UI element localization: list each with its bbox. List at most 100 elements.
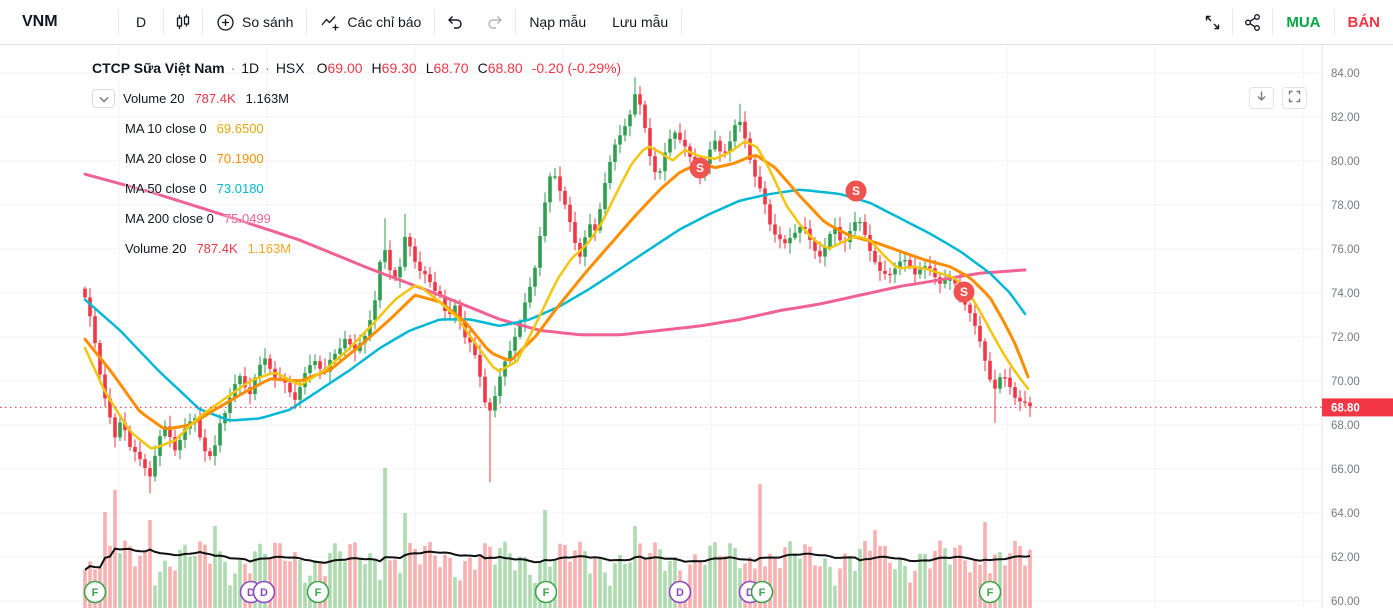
svg-text:84.00: 84.00 [1331, 68, 1360, 80]
ma50-label: MA 50 close 0 [125, 181, 207, 196]
interval-button[interactable]: D [119, 3, 163, 41]
volume2-label: Volume 20 [125, 241, 186, 256]
compare-plus-icon [216, 13, 235, 32]
ma50-legend-row[interactable]: MA 50 close 0 73.0180 [125, 177, 621, 199]
ma10-legend-row[interactable]: MA 10 close 0 69.6500 [125, 117, 621, 139]
ma20-label: MA 20 close 0 [125, 151, 207, 166]
volume2-ma-value: 1.163M [248, 241, 291, 256]
redo-icon [485, 13, 505, 31]
close-value: 68.80 [488, 60, 523, 76]
separator-dot: · [231, 60, 236, 76]
sell-button[interactable]: BÁN [1335, 3, 1393, 41]
top-toolbar: VNM D So sánh Các chỉ bá [0, 0, 1393, 45]
legend-exchange: HSX [276, 60, 305, 76]
ma50-value: 73.0180 [217, 181, 264, 196]
maximize-pane-button[interactable] [1282, 87, 1307, 109]
maximize-icon [1288, 90, 1301, 106]
ma200-legend-row[interactable]: MA 200 close 0 75.0499 [125, 207, 621, 229]
svg-text:82.00: 82.00 [1331, 112, 1360, 124]
svg-text:S: S [852, 184, 860, 198]
redo-button[interactable] [475, 3, 515, 41]
toolbar-divider [681, 9, 682, 35]
indicators-button[interactable]: Các chỉ báo [307, 3, 434, 41]
svg-text:76.00: 76.00 [1331, 244, 1360, 256]
high-value: 69.30 [382, 60, 417, 76]
svg-text:64.00: 64.00 [1331, 508, 1360, 520]
undo-button[interactable] [435, 3, 475, 41]
scroll-to-recent-button[interactable] [1249, 87, 1274, 109]
chart-type-button[interactable] [164, 3, 202, 41]
load-template-button[interactable]: Nạp mẫu [516, 3, 599, 41]
compare-label: So sánh [242, 14, 293, 30]
svg-text:62.00: 62.00 [1331, 552, 1360, 564]
ma10-label: MA 10 close 0 [125, 121, 207, 136]
indicators-icon [320, 13, 340, 32]
svg-text:F: F [987, 587, 994, 599]
symbol-description: CTCP Sữa Việt Nam [92, 60, 225, 76]
event-marker[interactable]: D [670, 582, 691, 603]
ma20-legend-row[interactable]: MA 20 close 0 70.1900 [125, 147, 621, 169]
svg-text:S: S [696, 161, 704, 175]
symbol-button[interactable]: VNM [0, 3, 118, 41]
separator-dot: · [265, 60, 270, 76]
compare-button[interactable]: So sánh [203, 3, 306, 41]
event-marker[interactable]: D [254, 582, 275, 603]
svg-text:S: S [960, 285, 968, 299]
volume-value: 787.4K [194, 91, 235, 106]
chevron-down-icon [99, 91, 109, 106]
last-price-label: 68.80 [1322, 398, 1393, 416]
svg-text:F: F [92, 587, 99, 599]
indicators-label: Các chỉ báo [347, 14, 421, 30]
svg-text:70.00: 70.00 [1331, 376, 1360, 388]
svg-text:F: F [759, 587, 766, 599]
volume-indicator-row[interactable]: Volume 20 787.4K 1.163M [125, 237, 621, 259]
sell-marker[interactable]: S [690, 158, 711, 179]
event-marker[interactable]: F [308, 582, 329, 603]
ma10-value: 69.6500 [217, 121, 264, 136]
buy-button[interactable]: MUA [1273, 3, 1333, 41]
event-marker[interactable]: F [980, 582, 1001, 603]
event-marker[interactable]: F [752, 582, 773, 603]
volume2-value: 787.4K [196, 241, 237, 256]
arrow-down-icon [1255, 90, 1268, 106]
ma20-value: 70.1900 [217, 151, 264, 166]
candlestick-style-icon [174, 13, 192, 31]
svg-text:68.00: 68.00 [1331, 420, 1360, 432]
svg-text:66.00: 66.00 [1331, 464, 1360, 476]
legend-interval: 1D [241, 60, 259, 76]
svg-text:60.00: 60.00 [1331, 596, 1360, 608]
sell-marker[interactable]: S [954, 282, 975, 303]
svg-text:D: D [676, 587, 684, 599]
volume-label: Volume 20 [123, 91, 184, 106]
change-value: -0.20 (-0.29%) [532, 60, 621, 76]
svg-text:72.00: 72.00 [1331, 332, 1360, 344]
undo-icon [445, 13, 465, 31]
svg-text:74.00: 74.00 [1331, 288, 1360, 300]
svg-text:F: F [543, 587, 550, 599]
share-button[interactable] [1233, 3, 1272, 41]
ma200-value: 75.0499 [224, 211, 271, 226]
ma200-label: MA 200 close 0 [125, 211, 214, 226]
low-value: 68.70 [434, 60, 469, 76]
event-marker[interactable]: F [536, 582, 557, 603]
fullscreen-icon [1203, 13, 1222, 32]
open-value: 69.00 [328, 60, 363, 76]
volume-ma-value: 1.163M [246, 91, 289, 106]
event-marker[interactable]: F [85, 582, 106, 603]
svg-text:80.00: 80.00 [1331, 156, 1360, 168]
svg-text:78.00: 78.00 [1331, 200, 1360, 212]
volume-legend-row[interactable]: Volume 20 787.4K 1.163M [92, 87, 621, 109]
save-template-button[interactable]: Lưu mẫu [599, 3, 681, 41]
svg-text:F: F [315, 587, 322, 599]
sell-marker[interactable]: S [846, 181, 867, 202]
price-axis[interactable]: 84.00 82.00 80.00 78.00 76.00 74.00 72.00 70.00… [1322, 45, 1393, 608]
fullscreen-button[interactable] [1193, 3, 1232, 41]
share-icon [1243, 13, 1262, 32]
legend-collapse-button[interactable] [92, 89, 115, 108]
svg-text:68.80: 68.80 [1331, 402, 1360, 414]
